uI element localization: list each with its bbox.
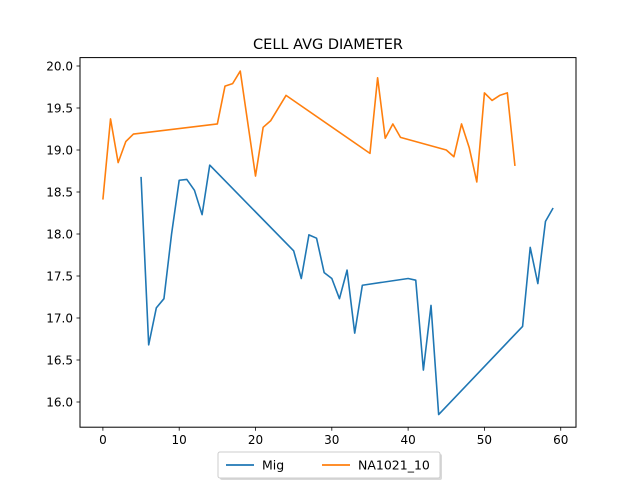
- y-tick-label: 17.5: [46, 269, 73, 283]
- x-tick-label: 10: [172, 433, 187, 447]
- legend-label-0: Mig: [262, 458, 284, 473]
- y-axis: 16.0 16.5 17.0 17.5 18.0 18.5 19.0 19.5 20.0: [46, 59, 80, 409]
- x-tick-label: 30: [324, 433, 339, 447]
- y-tick-label: 16.0: [46, 395, 73, 409]
- legend: Mig NA1021_10: [217, 451, 442, 480]
- x-tick-label: 60: [553, 433, 568, 447]
- chart-title: CELL AVG DIAMETER: [253, 37, 403, 53]
- x-tick-label: 40: [400, 433, 415, 447]
- x-tick-label: 20: [248, 433, 263, 447]
- series-lines: [102, 70, 554, 416]
- series-line-0: [140, 164, 554, 416]
- plot-area-frame: [79, 57, 577, 428]
- y-tick-label: 19.5: [46, 101, 73, 115]
- x-axis: 0 10 20 30 40 50 60: [99, 427, 568, 447]
- y-tick-label: 16.5: [46, 353, 73, 367]
- x-tick-label: 0: [99, 433, 107, 447]
- y-tick-label: 17.0: [46, 311, 73, 325]
- y-tick-label: 19.0: [46, 143, 73, 157]
- y-tick-label: 18.0: [46, 227, 73, 241]
- series-line-1: [102, 70, 516, 200]
- x-tick-label: 50: [477, 433, 492, 447]
- y-tick-label: 18.5: [46, 185, 73, 199]
- y-tick-label: 20.0: [46, 59, 73, 73]
- legend-label-1: NA1021_10: [358, 458, 430, 473]
